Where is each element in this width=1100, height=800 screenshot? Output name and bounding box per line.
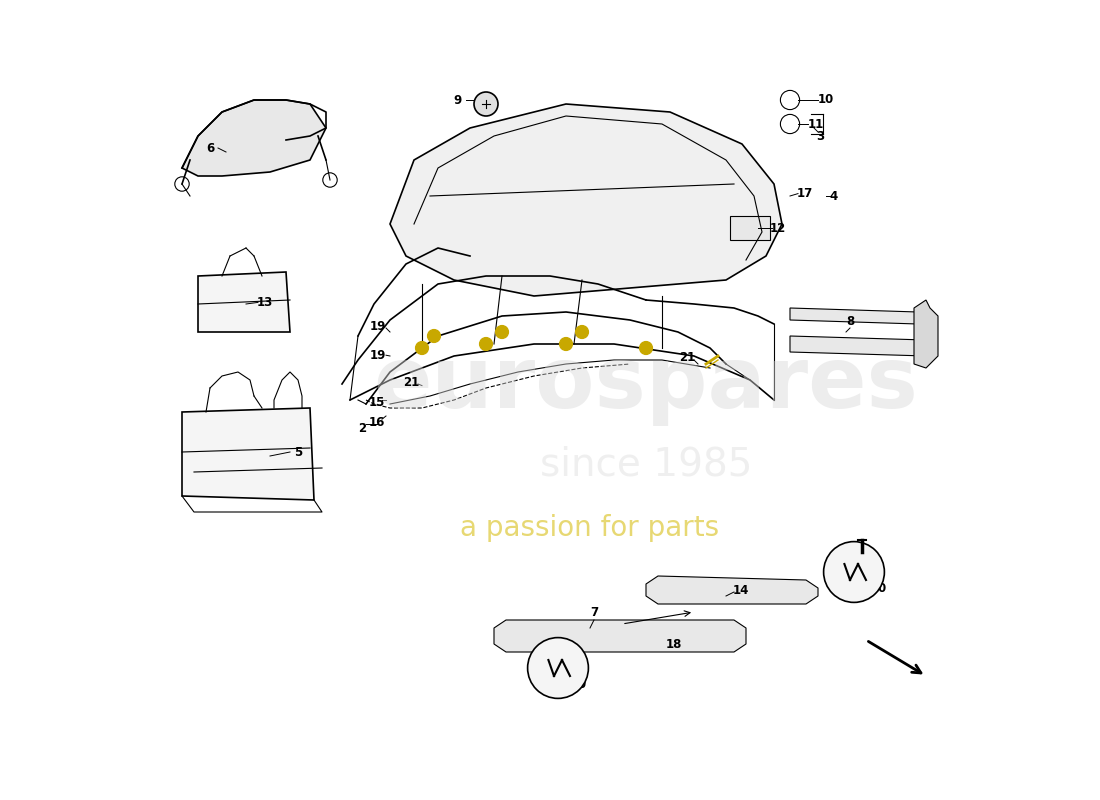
Circle shape <box>575 326 589 338</box>
Text: 7: 7 <box>590 606 598 618</box>
Circle shape <box>639 342 652 354</box>
Polygon shape <box>182 100 326 176</box>
Text: 11: 11 <box>807 118 824 130</box>
Text: 5: 5 <box>294 446 302 458</box>
Polygon shape <box>494 620 746 652</box>
Circle shape <box>528 638 588 698</box>
Polygon shape <box>198 272 290 332</box>
Polygon shape <box>646 576 818 604</box>
Text: 20: 20 <box>870 582 887 594</box>
Circle shape <box>480 338 493 350</box>
Text: 17: 17 <box>796 187 813 200</box>
Text: 13: 13 <box>256 296 273 309</box>
Circle shape <box>496 326 508 338</box>
Circle shape <box>428 330 440 342</box>
Text: 6: 6 <box>206 142 214 154</box>
Text: 9: 9 <box>454 94 462 106</box>
Text: eurospares: eurospares <box>374 342 918 426</box>
Text: 8: 8 <box>846 315 854 328</box>
Polygon shape <box>914 300 938 368</box>
Circle shape <box>560 338 572 350</box>
Text: 19: 19 <box>370 320 386 333</box>
Circle shape <box>474 92 498 116</box>
Polygon shape <box>182 408 314 500</box>
Text: 21: 21 <box>404 376 420 389</box>
Text: 3: 3 <box>816 130 825 142</box>
Polygon shape <box>730 216 770 240</box>
Text: 15: 15 <box>368 396 385 409</box>
Polygon shape <box>790 336 930 356</box>
Circle shape <box>824 542 884 602</box>
Text: 4: 4 <box>829 190 838 202</box>
Text: 14: 14 <box>733 584 749 597</box>
Text: 2: 2 <box>358 422 366 434</box>
Text: 10: 10 <box>818 93 834 106</box>
Text: 20: 20 <box>570 678 586 690</box>
Text: 18: 18 <box>666 638 682 650</box>
Text: 21: 21 <box>680 351 695 364</box>
Text: a passion for parts: a passion for parts <box>461 514 719 542</box>
Polygon shape <box>790 308 926 324</box>
Polygon shape <box>390 104 782 296</box>
Text: 19: 19 <box>370 350 386 362</box>
Text: 12: 12 <box>770 222 786 234</box>
Text: since 1985: since 1985 <box>540 445 752 483</box>
Text: 16: 16 <box>368 416 385 429</box>
Circle shape <box>416 342 428 354</box>
